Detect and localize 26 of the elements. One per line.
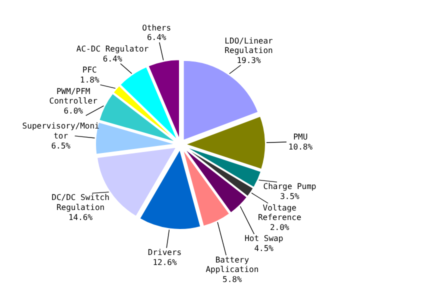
slice-label: Charge Pump — [263, 182, 316, 192]
data-label: 19.3% — [236, 56, 261, 66]
data-label: 12.6% — [152, 258, 177, 267]
slice-label: Hot Swap — [244, 234, 284, 244]
data-label: 1.8% — [80, 76, 100, 85]
slice-label: PFC — [82, 66, 98, 75]
slice-label: Voltage Reference — [258, 203, 302, 222]
slice-label: AC-DC Regulator — [76, 44, 149, 54]
slice-label: Battery Application — [206, 255, 259, 274]
slice-label: Others — [142, 23, 172, 32]
data-label: 14.6% — [68, 212, 93, 222]
slice-label: PWM/PFM Controller — [49, 86, 98, 106]
data-label: 3.5% — [280, 192, 300, 202]
data-label: 6.4% — [146, 33, 166, 42]
slice-label: PMU — [293, 132, 308, 142]
slice-label: Drivers — [148, 248, 182, 258]
data-label: 6.0% — [64, 106, 84, 116]
data-label: 10.8% — [288, 142, 313, 152]
data-label: 5.8% — [222, 275, 242, 284]
slice-label: LDO/Linear Regulation — [224, 36, 274, 56]
data-label: 2.0% — [270, 223, 290, 232]
data-label: 6.4% — [102, 54, 122, 64]
data-label: 4.5% — [254, 244, 274, 254]
slice-label: DC/DC Switch Regulation — [52, 193, 110, 212]
slice-label: Supervisory/Moni tor — [22, 122, 100, 140]
data-label: 6.5% — [51, 141, 71, 150]
